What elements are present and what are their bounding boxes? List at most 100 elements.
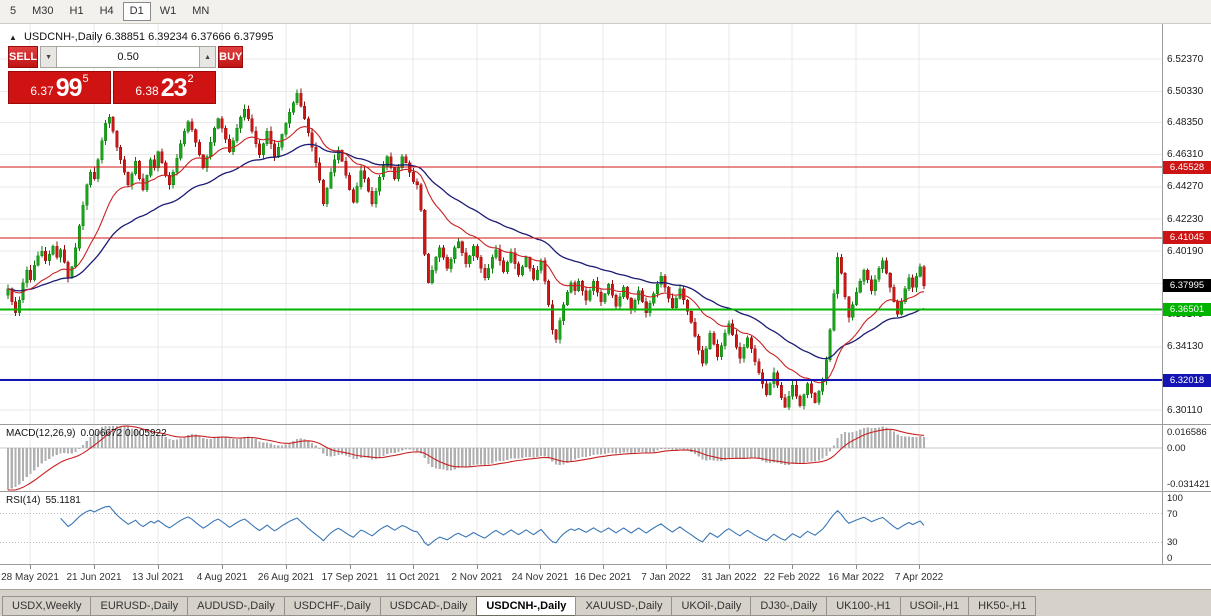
level-price-label: 6.45528 <box>1163 160 1211 174</box>
chart-tabs-bar: USDX,Weekly EURUSD-,Daily AUDUSD-,Daily USD… <box>0 589 1211 616</box>
chart-tab-xauusd-daily[interactable]: XAUUSD-,Daily <box>575 596 673 616</box>
date-axis-label: 7 Jan 2022 <box>641 572 691 583</box>
date-axis-tick <box>856 565 857 569</box>
date-axis-tick <box>919 565 920 569</box>
main-chart-panel[interactable]: ▲ USDCNH-,Daily 6.38851 6.39234 6.37666 … <box>0 24 1211 424</box>
sell-price-display[interactable]: 6.37 99 5 <box>8 71 111 104</box>
chart-tab-usdx-weekly[interactable]: USDX,Weekly <box>2 596 92 616</box>
date-axis-tick <box>666 565 667 569</box>
rsi-label: RSI(14) 55.1181 <box>6 495 81 506</box>
date-axis-tick <box>477 565 478 569</box>
chart-tab-usdchf-daily[interactable]: USDCHF-,Daily <box>283 596 381 616</box>
macd-axis-label-max: 0.016586 <box>1167 427 1207 438</box>
buy-button[interactable]: BUY <box>218 46 244 68</box>
price-axis-label: 6.48350 <box>1167 117 1204 129</box>
date-axis-label: 31 Jan 2022 <box>701 572 757 583</box>
macd-name: MACD(12,26,9) <box>6 428 76 439</box>
date-axis-label: 16 Mar 2022 <box>827 572 885 583</box>
price-axis-label: 6.50330 <box>1167 85 1204 97</box>
rsi-axis-label: 0 <box>1167 553 1173 564</box>
timeframe-button-w1[interactable]: W1 <box>153 2 184 21</box>
rsi-canvas[interactable] <box>0 492 1162 564</box>
chart-tab-audusd-daily[interactable]: AUDUSD-,Daily <box>187 596 285 616</box>
macd-values: 0.006672 0.005922 <box>80 428 167 439</box>
chart-tab-eurusd-daily[interactable]: EURUSD-,Daily <box>90 596 189 616</box>
buy-price-big: 23 <box>160 74 188 102</box>
timeframe-button-h4[interactable]: H4 <box>93 2 121 21</box>
sell-price-prefix: 6.37 <box>30 84 54 98</box>
collapse-panel-icon[interactable]: ▲ <box>9 33 17 42</box>
timeframe-button-mn[interactable]: MN <box>185 2 216 21</box>
chart-tab-usdcnh-daily[interactable]: USDCNH-,Daily <box>476 596 577 616</box>
sell-price-big: 99 <box>55 74 83 102</box>
price-axis-label: 6.30110 <box>1167 404 1203 416</box>
candlestick-canvas[interactable] <box>0 24 1162 424</box>
rsi-axis-separator <box>1162 492 1163 564</box>
price-axis-label: 6.52370 <box>1167 53 1204 65</box>
chart-tab-usoil-h1[interactable]: USOil-,H1 <box>899 596 970 616</box>
sell-button[interactable]: SELL <box>8 46 39 68</box>
price-axis-label: 6.42230 <box>1167 213 1204 225</box>
date-axis-label: 2 Nov 2021 <box>451 572 503 583</box>
price-axis-label: 6.44270 <box>1167 181 1204 193</box>
rsi-name: RSI(14) <box>6 495 41 506</box>
timeframe-button-5[interactable]: 5 <box>3 2 23 21</box>
macd-panel[interactable]: MACD(12,26,9) 0.006672 0.005922 0.016586 0… <box>0 424 1211 491</box>
macd-chart-svg[interactable] <box>0 425 1162 491</box>
date-axis-tick <box>540 565 541 569</box>
chart-tab-uk100-h1[interactable]: UK100-,H1 <box>826 596 901 616</box>
chart-tab-dj30-daily[interactable]: DJ30-,Daily <box>750 596 828 616</box>
level-price-label: 6.36501 <box>1163 302 1211 316</box>
buy-price-prefix: 6.38 <box>135 84 159 98</box>
level-price-label: 6.32018 <box>1163 373 1211 387</box>
macd-axis-label-min: -0.031421 <box>1167 479 1210 490</box>
volume-control: ▼ ▲ <box>40 46 217 68</box>
quote-row: 6.37 99 5 6.38 23 2 <box>8 71 216 104</box>
price-axis-separator <box>1162 24 1163 424</box>
chart-tab-hk50-h1[interactable]: HK50-,H1 <box>968 596 1037 616</box>
chart-tab-ukoil-daily[interactable]: UKOil-,Daily <box>671 596 752 616</box>
macd-label: MACD(12,26,9) 0.006672 0.005922 <box>6 428 167 439</box>
candlestick-chart-svg[interactable] <box>0 24 1162 424</box>
chart-symbol-period: USDCNH-,Daily <box>23 31 103 43</box>
price-axis-label: 6.34130 <box>1167 341 1204 353</box>
timeframe-button-m30[interactable]: M30 <box>25 2 60 21</box>
sell-price-sup: 5 <box>82 73 89 85</box>
volume-decrease-button[interactable]: ▼ <box>40 46 58 68</box>
time-axis: 28 May 2021 21 Jun 2021 13 Jul 2021 4 Aug 2… <box>0 564 1211 589</box>
date-axis-label: 26 Aug 2021 <box>257 572 315 583</box>
date-axis-tick <box>94 565 95 569</box>
date-axis-label: 16 Dec 2021 <box>574 572 632 583</box>
trade-controls-row: SELL ▼ ▲ BUY <box>8 46 244 68</box>
date-axis-label: 13 Jul 2021 <box>132 572 184 583</box>
timeframe-button-d1[interactable]: D1 <box>122 2 151 21</box>
rsi-axis-label: 30 <box>1167 537 1178 549</box>
timeframe-toolbar: 5 M30 H1 H4 D1 W1 MN <box>0 0 1211 24</box>
date-axis-tick <box>792 565 793 569</box>
date-axis-label: 21 Jun 2021 <box>66 572 122 583</box>
date-axis-label: 7 Apr 2022 <box>894 572 944 583</box>
current-price-label: 6.37995 <box>1163 279 1211 293</box>
timeframe-button-h1[interactable]: H1 <box>63 2 91 21</box>
date-axis-label: 11 Oct 2021 <box>386 572 440 583</box>
buy-price-sup: 2 <box>187 73 194 85</box>
price-axis-label: 6.40190 <box>1167 245 1204 257</box>
chart-tab-usdcad-daily[interactable]: USDCAD-,Daily <box>379 596 478 616</box>
volume-increase-button[interactable]: ▲ <box>199 46 217 68</box>
date-axis-tick <box>350 565 351 569</box>
rsi-panel[interactable]: RSI(14) 55.1181 100 70 30 0 <box>0 491 1211 564</box>
date-axis-tick <box>30 565 31 569</box>
one-click-trading-panel: SELL ▼ ▲ BUY 6.37 99 5 6.38 <box>8 46 244 104</box>
rsi-chart-svg[interactable] <box>0 492 1162 564</box>
date-axis-tick <box>413 565 414 569</box>
date-axis-tick <box>158 565 159 569</box>
buy-price-display[interactable]: 6.38 23 2 <box>113 71 216 104</box>
macd-canvas[interactable] <box>0 425 1162 491</box>
volume-input[interactable] <box>57 46 200 68</box>
date-axis-tick <box>286 565 287 569</box>
price-axis-label: 6.46310 <box>1167 149 1204 161</box>
macd-axis-label-zero: 0.00 <box>1167 442 1186 454</box>
date-axis-tick <box>222 565 223 569</box>
date-axis-label: 17 Sep 2021 <box>321 572 379 583</box>
